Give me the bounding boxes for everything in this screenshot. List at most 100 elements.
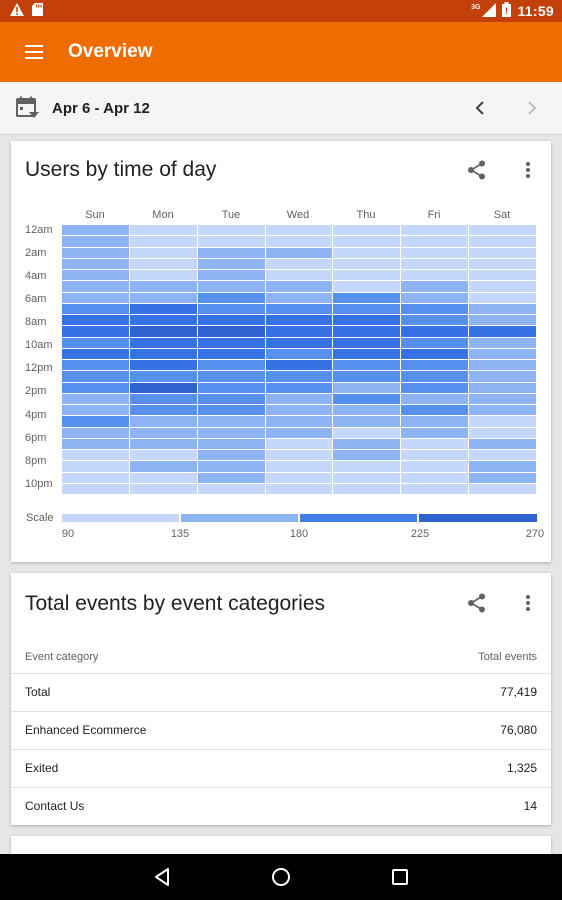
heatmap-cell xyxy=(197,236,265,247)
heatmap-cell xyxy=(265,315,333,326)
heatmap-cell xyxy=(62,382,129,393)
heatmap-cell xyxy=(197,348,265,359)
home-icon[interactable] xyxy=(269,865,293,889)
date-range-label[interactable]: Apr 6 - Apr 12 xyxy=(52,99,150,117)
card-title: Users by time of day xyxy=(25,158,217,181)
heatmap-cell xyxy=(62,405,129,416)
heatmap-cell xyxy=(401,472,469,483)
day-label: Thu xyxy=(356,209,376,221)
heatmap-cell xyxy=(265,225,333,236)
heatmap-cell xyxy=(333,258,401,269)
heatmap-cell xyxy=(129,292,197,303)
card-title: Total events by event categories xyxy=(25,592,326,615)
heatmap-cell xyxy=(129,337,197,348)
day-label: Sun xyxy=(85,209,105,221)
heatmap-cell xyxy=(333,270,401,281)
heatmap-cell xyxy=(265,382,333,393)
warning-icon xyxy=(10,3,24,19)
heatmap-cell xyxy=(401,360,469,371)
signal-icon xyxy=(482,2,497,20)
chevron-left-icon[interactable] xyxy=(468,96,492,120)
hour-label: 4pm xyxy=(25,409,47,421)
share-icon[interactable] xyxy=(465,158,489,182)
heatmap-cell xyxy=(401,225,469,236)
event-category: Contact Us xyxy=(25,799,85,813)
heatmap-cell xyxy=(333,348,401,359)
hour-label: 2am xyxy=(25,247,47,259)
heatmap-cell xyxy=(265,292,333,303)
heatmap-cell xyxy=(62,393,129,404)
heatmap-cell xyxy=(197,483,265,494)
hour-label: 4am xyxy=(25,270,47,282)
status-bar: 3G ! 11:59 xyxy=(0,0,562,22)
heatmap-cell xyxy=(469,258,536,269)
svg-text:!: ! xyxy=(505,6,508,16)
table-row[interactable]: Enhanced Ecommerce 76,080 xyxy=(11,711,551,750)
heatmap-cell xyxy=(401,382,469,393)
heatmap-cell xyxy=(401,315,469,326)
more-vert-icon[interactable] xyxy=(518,591,538,615)
heatmap-cell xyxy=(197,247,265,258)
menu-icon[interactable] xyxy=(0,22,68,82)
heatmap-cell xyxy=(469,416,536,427)
heatmap-cell xyxy=(333,292,401,303)
back-icon[interactable] xyxy=(150,866,174,888)
heatmap-cell xyxy=(469,326,536,337)
heatmap-cell xyxy=(129,258,197,269)
event-total: 77,419 xyxy=(500,685,537,699)
heatmap-cell xyxy=(129,225,197,236)
day-label: Wed xyxy=(286,209,310,221)
heatmap-cell xyxy=(197,405,265,416)
recents-icon[interactable] xyxy=(388,866,412,888)
heatmap-cell xyxy=(401,281,469,292)
heatmap-cell xyxy=(197,416,265,427)
users-by-time-card: Users by time of day Sun Mon Tue Wed Thu… xyxy=(11,141,551,562)
heatmap-cell xyxy=(62,270,129,281)
heatmap-cell xyxy=(333,461,401,472)
heatmap-cell xyxy=(62,258,129,269)
status-bar-left xyxy=(10,3,43,19)
heatmap-cell xyxy=(333,405,401,416)
heatmap-cell xyxy=(469,225,536,236)
heatmap-cell xyxy=(265,281,333,292)
heatmap-cell xyxy=(333,225,401,236)
heatmap-cell xyxy=(62,483,129,494)
heatmap-cell xyxy=(469,315,536,326)
heatmap-cell xyxy=(62,315,129,326)
heatmap-cell xyxy=(265,461,333,472)
events-by-category-card: Total events by event categories Event c… xyxy=(11,573,551,825)
heatmap-cell xyxy=(197,472,265,483)
share-icon[interactable] xyxy=(465,591,489,615)
heatmap-cell xyxy=(265,270,333,281)
day-label: Sat xyxy=(493,209,511,221)
heatmap-cell xyxy=(333,371,401,382)
heatmap-cell xyxy=(129,348,197,359)
heatmap-cell xyxy=(469,303,536,314)
heatmap-cell xyxy=(333,326,401,337)
calendar-icon[interactable] xyxy=(14,95,40,121)
heatmap-cell xyxy=(197,461,265,472)
heatmap-cell xyxy=(197,382,265,393)
heatmap-cell xyxy=(129,360,197,371)
heatmap-cell xyxy=(401,326,469,337)
heatmap-cell xyxy=(265,483,333,494)
chevron-right-icon[interactable] xyxy=(520,96,544,120)
table-row[interactable]: Exited 1,325 xyxy=(11,749,551,788)
heatmap-cell xyxy=(62,225,129,236)
scale-tick: 135 xyxy=(170,528,190,540)
heatmap-cell xyxy=(62,472,129,483)
more-vert-icon[interactable] xyxy=(518,158,538,182)
heatmap-cell xyxy=(129,371,197,382)
heatmap-cell xyxy=(197,371,265,382)
heatmap-cell xyxy=(265,405,333,416)
app-bar: Overview xyxy=(0,22,562,82)
heatmap-cell xyxy=(62,427,129,438)
heatmap-cell xyxy=(129,405,197,416)
table-row[interactable]: Contact Us 14 xyxy=(11,787,551,826)
heatmap-cell xyxy=(265,247,333,258)
heatmap-cell xyxy=(469,348,536,359)
heatmap-cell xyxy=(197,438,265,449)
table-row[interactable]: Total 77,419 xyxy=(11,673,551,712)
heatmap-cell xyxy=(129,326,197,337)
heatmap-cell xyxy=(62,281,129,292)
